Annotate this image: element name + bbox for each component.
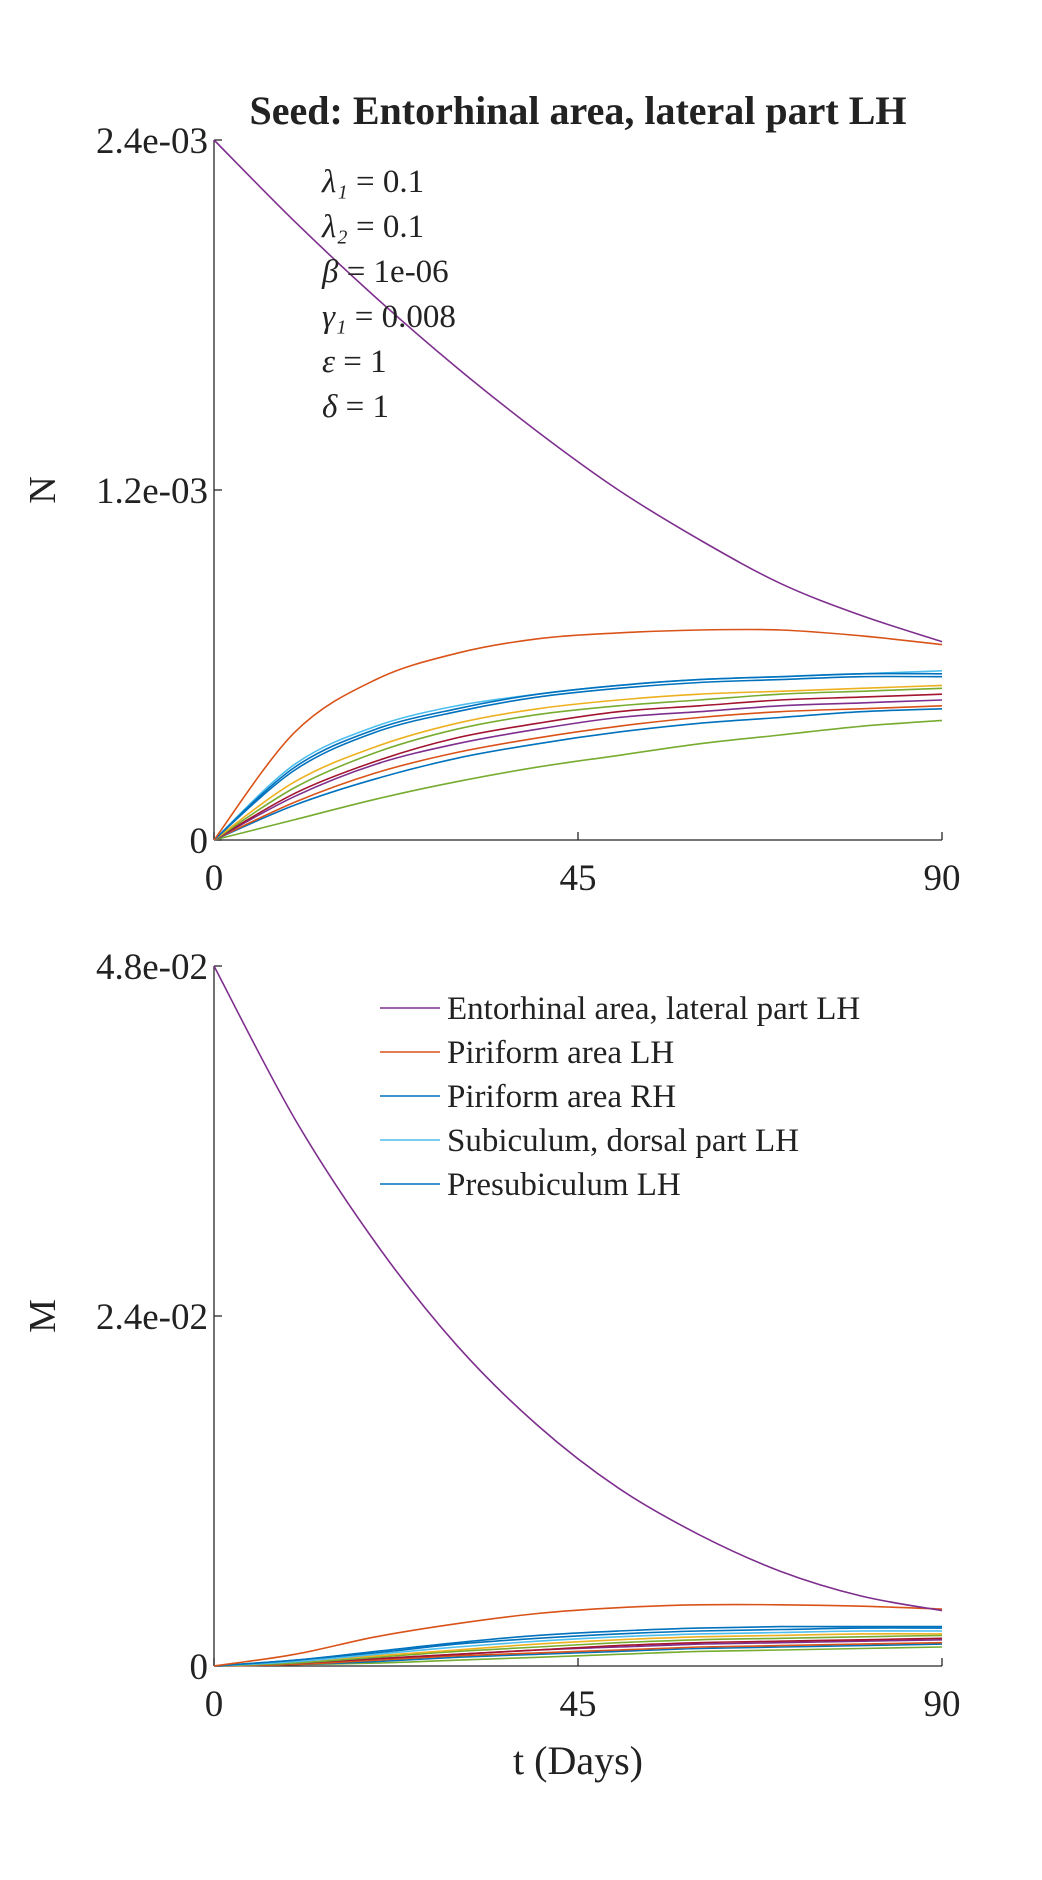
parameter-label: β = 1e-06 bbox=[321, 254, 449, 290]
panel-bottom-m: 0 45 90 0 2.4e-02 4.8e-02 Mt (Days) Entorhinal … bbox=[22, 947, 961, 1783]
series-line-10 bbox=[213, 705, 943, 841]
x-axis-label: t (Days) bbox=[513, 1738, 643, 1783]
series-line-3 bbox=[213, 1625, 942, 1667]
x-tick-label: 0 bbox=[205, 858, 224, 899]
parameter-label: δ = 1 bbox=[322, 389, 389, 425]
series-line-1 bbox=[213, 965, 943, 1612]
y-tick-label: 0 bbox=[190, 1647, 209, 1688]
y-tick-label: 4.8e-02 bbox=[96, 947, 208, 988]
series-line-3 bbox=[213, 672, 943, 841]
series-line-12 bbox=[213, 719, 943, 841]
series-line-7 bbox=[213, 687, 943, 841]
x-tick-label: 90 bbox=[924, 858, 961, 899]
y-axis-label: N bbox=[22, 476, 64, 503]
legend-entry: Piriform area RH bbox=[447, 1079, 676, 1115]
legend-entry: Subiculum, dorsal part LH bbox=[447, 1123, 799, 1159]
legend-entry: Presubiculum LH bbox=[447, 1167, 681, 1203]
parameter-label: λ₂ = 0.1 bbox=[321, 209, 424, 245]
series-line-2 bbox=[213, 628, 943, 841]
parameter-label: ε = 1 bbox=[322, 344, 387, 380]
x-tick-label: 45 bbox=[560, 1684, 597, 1725]
parameter-label: γ₁ = 0.008 bbox=[322, 299, 456, 335]
series-line-6 bbox=[213, 684, 943, 841]
y-axis-label: M bbox=[22, 1299, 64, 1333]
y-tick-label: 0 bbox=[190, 821, 209, 862]
series-line-11 bbox=[213, 708, 943, 841]
y-tick-label: 2.4e-02 bbox=[96, 1297, 208, 1338]
series-line-10 bbox=[213, 1641, 943, 1667]
x-tick-label: 90 bbox=[924, 1684, 961, 1725]
series-line-5 bbox=[213, 675, 943, 841]
x-tick-label: 45 bbox=[560, 858, 597, 899]
series-line-9 bbox=[213, 699, 943, 841]
series-line-8 bbox=[213, 693, 943, 841]
series-line-4 bbox=[213, 670, 943, 841]
series-line-1 bbox=[213, 139, 943, 643]
series-line-4 bbox=[213, 1630, 943, 1667]
panel-top-n: 0 45 90 0 1.2e-03 2.4e-03 N Seed: Entorhinal ar… bbox=[22, 88, 961, 899]
series-line-2 bbox=[213, 1603, 943, 1667]
chart-title: Seed: Entorhinal area, lateral part LH bbox=[250, 88, 907, 133]
y-tick-label: 1.2e-03 bbox=[96, 471, 208, 512]
parameter-label: λ₁ = 0.1 bbox=[321, 164, 424, 200]
y-tick-label: 2.4e-03 bbox=[96, 121, 208, 162]
x-tick-label: 0 bbox=[205, 1684, 224, 1725]
legend-entry: Piriform area LH bbox=[447, 1035, 674, 1071]
legend-entry: Entorhinal area, lateral part LH bbox=[447, 991, 860, 1027]
series-line-7 bbox=[213, 1634, 943, 1667]
